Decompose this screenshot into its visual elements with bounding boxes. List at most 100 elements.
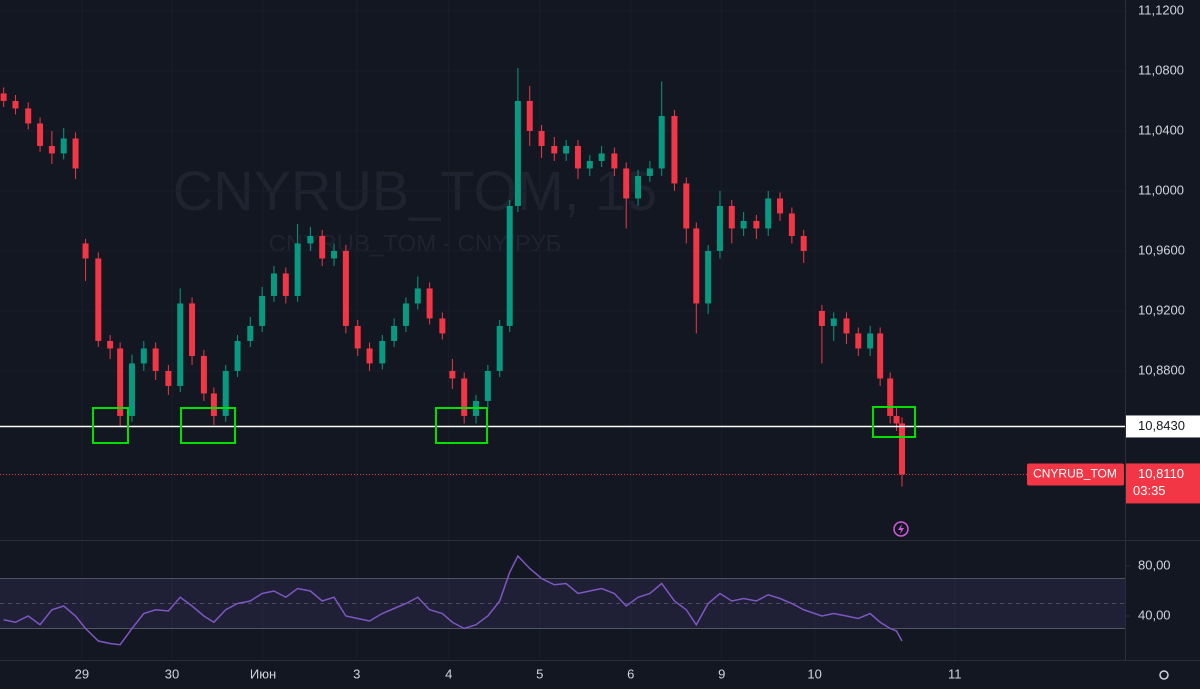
x-tick-label: 11 [948,666,962,681]
candle-body [25,108,32,124]
candle-body [843,318,850,334]
rsi-line [3,554,903,646]
last-price-label: 10,8110 [1138,466,1184,481]
candle-body [331,250,338,259]
candle-body [354,325,361,349]
annotations [92,406,916,444]
candle-body [671,115,678,184]
watermark-title: CNYRUB_TOM, 15 [173,159,657,222]
y-tick-label: 11,1200 [1138,2,1184,17]
candle-body [210,393,217,416]
candle-body [439,318,446,334]
candle-body [716,205,723,251]
candle-body [12,100,19,109]
candle-body [37,123,44,146]
candle-body [598,153,605,161]
x-tick-label: 4 [445,666,452,681]
candle-body [426,288,433,319]
y-tick-label: 10,8800 [1138,362,1185,377]
grid [1125,565,1130,617]
candle-body [728,205,735,229]
candle-body [402,303,409,326]
alert-icon[interactable] [893,521,909,537]
candle-body [899,423,906,475]
candle-body [867,333,874,349]
candle-body [753,220,760,229]
candle-body [788,213,795,236]
watermark-subtitle: CNYRUB_TOM - CNY/РУБ [269,230,562,257]
candle-body [165,370,172,386]
candle-body [800,235,807,251]
candle-body [247,325,254,341]
candle-body [152,348,159,371]
x-tick-label: Июн [250,666,276,681]
candle-body [95,258,102,341]
candle-body [563,145,570,154]
level-label-bg [1126,415,1200,438]
candle-body [586,160,593,169]
y-tick-label: 10,9200 [1138,302,1185,317]
candle-body [693,228,700,304]
candle-body [270,273,277,296]
candle-body [48,145,55,154]
candle-body [72,138,79,169]
candle-body [830,318,837,326]
candle-body [189,303,196,356]
x-tick-label: 6 [627,666,634,681]
candle-body [234,340,241,371]
candle-body [611,153,618,169]
candle-body [117,348,124,416]
x-tick-label: 9 [718,666,725,681]
candle-body [82,243,89,259]
candle-body [538,130,545,146]
x-tick-label: 5 [536,666,543,681]
candle-body [282,273,289,296]
candle-body [683,183,690,229]
candle-body [740,220,747,229]
y-tick-label: 11,0000 [1138,182,1184,197]
candle-body [0,93,7,101]
candle-body [887,378,894,416]
level-label: 10,8430 [1138,418,1185,433]
candle-body [128,363,135,416]
candle-body [107,340,114,349]
candle-body [506,205,513,326]
y-tick-label: 11,0800 [1138,62,1184,77]
candle-body [319,235,326,259]
candle-body [777,198,784,214]
candle-body [484,370,491,401]
candle-body [379,340,386,364]
candle-body [307,235,314,244]
alert-bolt [898,524,904,534]
symbol-tag-bg [1027,463,1124,486]
candle-body [259,295,266,326]
candle-body [765,198,772,229]
candle-body [177,303,184,386]
highlight-box [435,407,488,444]
candle-body [60,138,67,154]
alert-circle [893,521,909,537]
highlight-box [872,406,916,438]
y-tick-label: 40,00 [1138,607,1171,622]
y-tick-label: 11,0400 [1138,122,1184,137]
highlight-box [92,407,129,444]
candle-body [222,370,229,416]
candle-body [200,355,207,394]
candle-body [574,145,581,169]
candle-body [551,145,558,154]
candle-body [658,115,665,169]
overlay: 29 30 Июн 3 4 5 6 9 10 11 11,1200 11,0800 11,0400 11,… [75,2,1200,681]
candle-body [623,168,630,199]
candle-body [342,250,349,326]
symbol-tag: CNYRUB_TOM [1033,467,1117,481]
candle-body [893,415,900,424]
candle-body [877,333,884,379]
candle-body [391,325,398,341]
candle-body [705,250,712,304]
last-price-bg [1126,463,1200,504]
settings-icon[interactable] [1159,670,1169,680]
highlight-box [180,407,236,444]
